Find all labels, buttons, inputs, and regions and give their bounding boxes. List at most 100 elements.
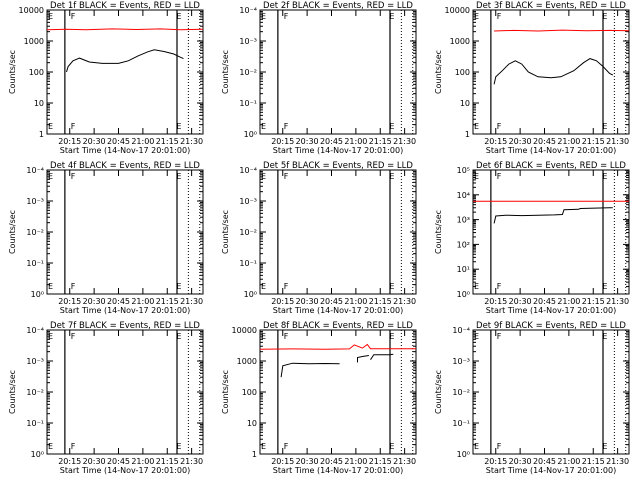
flag-label: E [261,172,266,181]
series-line-events [493,58,614,85]
x-tick-label: 21:00 [131,297,154,306]
flag-label: E [48,442,53,451]
flag-label: E [48,282,53,291]
series-line-events [357,355,369,363]
y-tick-label: 100 [242,388,257,397]
chart-panel-8: Det 8f BLACK = Events, RED = LLD 1 10 100 10… [221,321,417,475]
y-tick-label: 10 [460,99,470,108]
flag-label: E [602,332,607,341]
chart-title: Det 1f BLACK = Events, RED = LLD [50,1,200,11]
y-axis-label: Counts/sec [434,210,443,254]
flag-label: E [261,442,266,451]
chart-title: Det 5f BLACK = Events, RED = LLD [263,161,413,171]
x-tick-label: 21:30 [606,297,629,306]
plot-frame [46,9,204,135]
x-tick-label: 20:15 [484,457,507,466]
x-tick-label: 21:30 [606,457,629,466]
y-tick-label: 10000 [19,6,44,15]
y-axis-label: Counts/sec [8,210,17,254]
x-tick-label: 20:30 [509,457,532,466]
x-tick-label: 21:00 [557,457,580,466]
x-axis-label: Start Time (14-Nov-17 20:01:00) [273,306,403,315]
x-tick-label: 21:00 [344,297,367,306]
flag-label: E [261,12,266,21]
x-tick-label: 21:15 [582,457,605,466]
x-axis-label: Start Time (14-Nov-17 20:01:00) [486,466,616,475]
flag-label: F [497,172,502,181]
y-tick-label: 10⁻³ [26,197,44,206]
flag-label: E [389,172,394,181]
flag-label: E [48,12,53,21]
chart-panel-4: Det 4f BLACK = Events, RED = LLD 10⁰ 10⁻¹ 1… [8,161,204,315]
flag-label: F [71,442,76,451]
y-axis-label: Counts/sec [221,370,230,414]
y-tick-label: 10⁻³ [452,357,470,366]
y-axis-label: Counts/sec [434,50,443,94]
x-tick-label: 21:00 [131,457,154,466]
chart-title: Det 3f BLACK = Events, RED = LLD [476,1,626,11]
x-tick-label: 21:15 [156,137,179,146]
flag-label: E [389,332,394,341]
x-tick-label: 20:30 [83,297,106,306]
y-tick-label: 10⁰ [31,450,44,459]
flag-label: F [71,12,76,21]
flag-label: F [497,442,502,451]
flag-label: E [176,122,181,131]
y-tick-label: 10⁻⁴ [239,166,257,175]
flag-label: E [176,442,181,451]
x-tick-label: 21:00 [557,137,580,146]
flag-label: F [284,332,289,341]
flag-label: E [261,332,266,341]
x-tick-label: 20:30 [83,457,106,466]
x-tick-label: 21:30 [393,297,416,306]
x-tick-label: 20:45 [107,457,130,466]
x-tick-label: 21:30 [606,137,629,146]
series-line-lld [259,343,416,350]
y-tick-label: 10⁰ [457,290,470,299]
y-tick-label: 10⁻¹ [452,419,470,428]
y-axis-label: Counts/sec [221,50,230,94]
x-tick-label: 21:30 [393,457,416,466]
x-tick-label: 20:45 [320,137,343,146]
y-tick-label: 1000 [237,357,257,366]
y-tick-label: 10⁻¹ [239,99,257,108]
x-tick-label: 21:15 [369,297,392,306]
y-tick-label: 10⁻⁴ [239,6,257,15]
x-tick-label: 20:15 [58,457,81,466]
y-tick-label: 10 [247,419,257,428]
y-tick-label: 10² [457,240,470,249]
flag-label: E [474,172,479,181]
x-tick-label: 21:15 [582,297,605,306]
y-tick-label: 10⁻³ [239,197,257,206]
x-tick-label: 21:00 [131,137,154,146]
flag-label: F [71,282,76,291]
flag-label: E [474,282,479,291]
chart-panel-6: Det 6f BLACK = Events, RED = LLD 10⁰ 10¹ 10… [434,161,630,315]
x-axis-label: Start Time (14-Nov-17 20:01:00) [60,466,190,475]
y-axis-label: Counts/sec [8,50,17,94]
flag-label: F [497,122,502,131]
y-tick-label: 10⁰ [244,130,257,139]
y-axis-label: Counts/sec [221,210,230,254]
x-tick-label: 21:30 [393,137,416,146]
chart-title: Det 9f BLACK = Events, RED = LLD [476,321,626,331]
y-tick-label: 10⁻³ [239,37,257,46]
flag-label: E [48,332,53,341]
x-tick-label: 20:45 [320,297,343,306]
y-tick-label: 10⁻³ [26,357,44,366]
flag-label: E [474,442,479,451]
x-tick-label: 21:30 [180,137,203,146]
chart-panel-3: Det 3f BLACK = Events, RED = LLD 1 10 100 10… [434,1,630,155]
x-tick-label: 20:30 [509,137,532,146]
flag-label: E [474,332,479,341]
series-line-events [280,362,340,378]
x-axis-label: Start Time (14-Nov-17 20:01:00) [273,466,403,475]
y-tick-label: 100 [455,68,470,77]
flag-label: E [389,282,394,291]
x-tick-label: 21:15 [156,297,179,306]
chart-title: Det 4f BLACK = Events, RED = LLD [50,161,200,171]
x-tick-label: 21:30 [180,457,203,466]
flag-label: E [176,12,181,21]
x-axis-label: Start Time (14-Nov-17 20:01:00) [60,306,190,315]
x-tick-label: 20:45 [533,297,556,306]
